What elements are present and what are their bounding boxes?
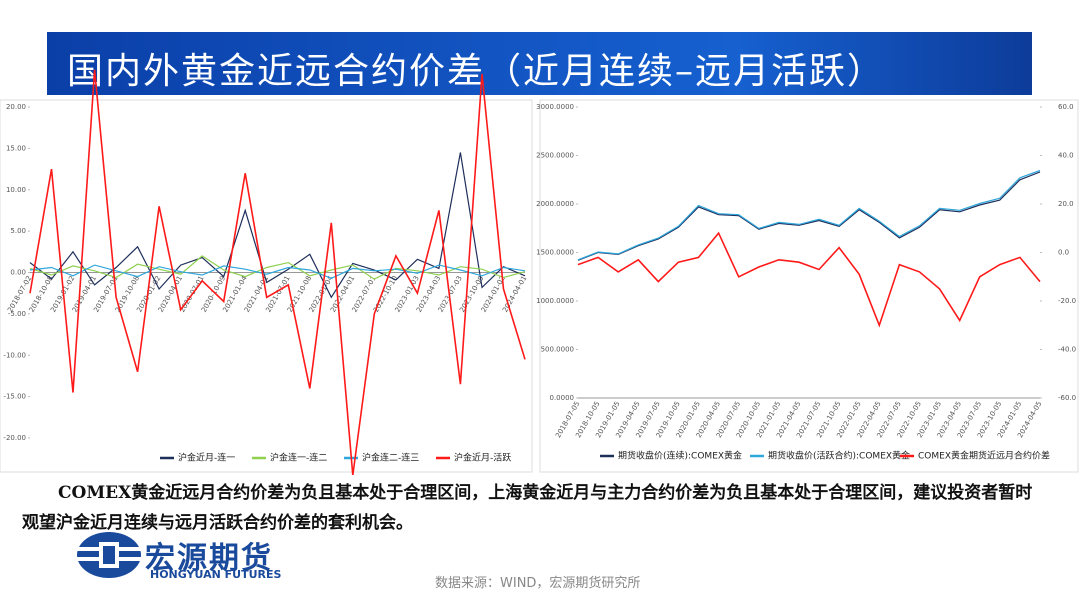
legend-label: 期货收盘价(连续):COMEX黄金 xyxy=(618,450,742,462)
title-banner: 国内外黄金近远合约价差（近月连续–远月活跃） xyxy=(47,32,1032,95)
y-tick-label: -20.00 xyxy=(3,434,26,442)
y2-tick-label: -20.0 xyxy=(1058,297,1076,305)
legend-label: 沪金连一-连二 xyxy=(270,452,327,464)
source-note: 数据来源：WIND，宏源期货研究所 xyxy=(435,576,641,591)
y-tick-label: 2000.0000 xyxy=(536,200,574,208)
legend-label: 沪金连二-连三 xyxy=(362,452,419,464)
y-tick-label: 15.00 xyxy=(6,144,26,152)
y2-tick-label: -60.0 xyxy=(1058,394,1076,402)
series-line xyxy=(577,231,1041,328)
y2-tick-label: 0.0 xyxy=(1058,249,1069,257)
series-line xyxy=(29,255,526,280)
body-text: COMEX黄金近远月合约价差为负且基本处于合理区间，上海黄金近月与主力合约价差为… xyxy=(22,483,1033,533)
logo-name: 宏源期货 xyxy=(145,541,273,576)
y-tick-label: 10.00 xyxy=(6,186,26,194)
y-tick-label: 2500.0000 xyxy=(536,152,574,160)
slide-title: 国内外黄金近远合约价差（近月连续–远月活跃） xyxy=(67,51,886,92)
right-panel xyxy=(539,99,1079,473)
series-line xyxy=(29,69,526,475)
y2-tick-label: -40.0 xyxy=(1058,346,1076,354)
y-tick-label: -10.00 xyxy=(3,351,26,359)
y-tick-label: 3000.0000 xyxy=(536,103,574,111)
logo-icon xyxy=(75,532,143,578)
series-line xyxy=(577,169,1041,261)
y-tick-label: 1000.0000 xyxy=(536,297,574,305)
y-tick-label: 0.00 xyxy=(10,269,26,277)
legend-label: COMEX黄金期货近远月合约价差 xyxy=(918,450,1050,462)
legend-label: 沪金近月-活跃 xyxy=(454,452,511,464)
series-line xyxy=(29,264,526,279)
y-tick-label: 500.0000 xyxy=(541,346,574,354)
y-tick-label: 5.00 xyxy=(10,227,26,235)
y2-tick-label: 60.0 xyxy=(1058,103,1074,111)
y2-tick-label: 20.0 xyxy=(1058,200,1074,208)
y-tick-label: 20.00 xyxy=(6,103,26,111)
logo-english: HONGYUAN FUTURES xyxy=(150,568,282,581)
legend-label: 沪金近月-连一 xyxy=(178,452,235,464)
charts: -20.00 -15.00 -10.00 -5.00 0.00 5.00 10.00 15.0… xyxy=(0,69,1079,475)
legend-label: 期货收盘价(活跃合约):COMEX黄金 xyxy=(768,450,910,462)
y-tick-label: 0.0000 xyxy=(550,394,575,402)
y-tick-label: 1500.0000 xyxy=(536,249,574,257)
series-line xyxy=(577,171,1041,261)
y-tick-label: -5.00 xyxy=(8,310,26,318)
y2-tick-label: 40.0 xyxy=(1058,152,1074,160)
y-tick-label: -15.00 xyxy=(3,393,26,401)
